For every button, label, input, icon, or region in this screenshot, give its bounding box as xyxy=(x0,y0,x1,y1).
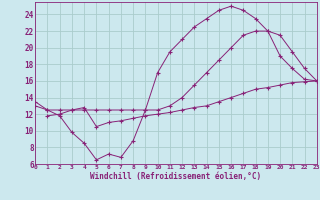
X-axis label: Windchill (Refroidissement éolien,°C): Windchill (Refroidissement éolien,°C) xyxy=(91,172,261,181)
